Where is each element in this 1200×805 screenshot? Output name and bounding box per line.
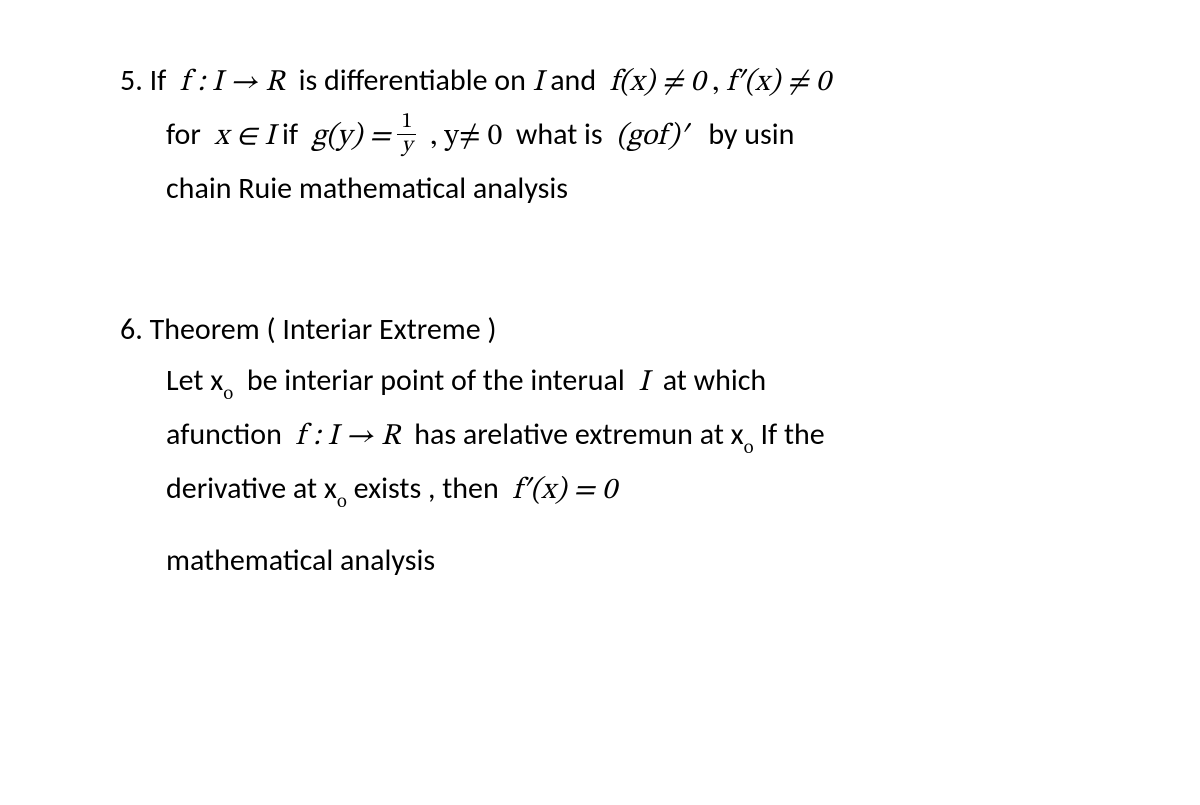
problem-5-line-2: for x ∈ I if g(y) = 1 y , y≠ 0 what is (… <box>166 109 1080 163</box>
problem-5: 5. If f : I → R is differentiable on I a… <box>120 55 1080 214</box>
text: afunction <box>166 416 282 453</box>
text: If <box>150 62 167 99</box>
text: Let x <box>166 362 223 399</box>
text: chain Ruie mathematical analysis <box>166 170 568 207</box>
math-gy-eq: g(y) = <box>312 122 391 152</box>
problem-number: 5. <box>120 62 143 99</box>
subscript-o: o <box>744 438 754 458</box>
math-fpx-neq0: f′(x) ≠ 0 <box>726 68 830 98</box>
problem-6-line-2: afunction f : I → R has arelative extrem… <box>166 409 1080 463</box>
math-gof-prime: (gof)′ <box>616 122 688 152</box>
problem-6-subject: mathematical analysis <box>166 535 1080 586</box>
text: if <box>282 116 298 153</box>
document-page: 5. If f : I → R is differentiable on I a… <box>0 0 1200 805</box>
fraction-numerator: 1 <box>397 111 416 135</box>
text: at which <box>663 362 766 399</box>
problem-6-line-3: derivative at xo exists , then f′(x) = 0 <box>166 463 1080 517</box>
theorem-title: Theorem ( Interiar Extreme ) <box>150 311 497 348</box>
text: exists , then <box>354 470 499 507</box>
subscript-o: o <box>223 384 233 404</box>
text: has arelative extremun at x <box>414 416 743 453</box>
math-I: I <box>533 68 544 98</box>
math-f-map: f : I → R <box>180 68 285 98</box>
math-fx-neq0: f(x) ≠ 0 <box>610 68 706 98</box>
text: and <box>550 62 596 99</box>
text: for <box>166 116 201 153</box>
problem-5-line-1: 5. If f : I → R is differentiable on I a… <box>166 55 1080 109</box>
fraction-1-over-y: 1 y <box>397 111 416 158</box>
problem-number: 6. <box>120 311 143 348</box>
text: by usin <box>708 116 794 153</box>
math-f-map: f : I → R <box>295 422 400 452</box>
problem-6-title-line: 6. Theorem ( Interiar Extreme ) <box>166 304 1080 355</box>
fraction-denominator: y <box>397 135 416 158</box>
math-I: I <box>638 368 649 398</box>
math-fprime-eq0: f′(x) = 0 <box>512 476 616 506</box>
problem-6-line-1: Let xo be interiar point of the interual… <box>166 355 1080 409</box>
problem-6: 6. Theorem ( Interiar Extreme ) Let xo b… <box>120 304 1080 586</box>
text: be interiar point of the interual <box>247 362 625 399</box>
subscript-o: o <box>337 492 347 512</box>
math-x-in-I: x ∈ I <box>214 122 275 152</box>
text: is differentiable on <box>299 62 526 99</box>
comma: , <box>712 68 719 98</box>
text: If the <box>760 416 824 453</box>
text: derivative at x <box>166 470 337 507</box>
math-y-neq0: , y≠ 0 <box>430 122 502 152</box>
text: what is <box>516 116 603 153</box>
problem-5-line-3: chain Ruie mathematical analysis <box>166 163 1080 214</box>
